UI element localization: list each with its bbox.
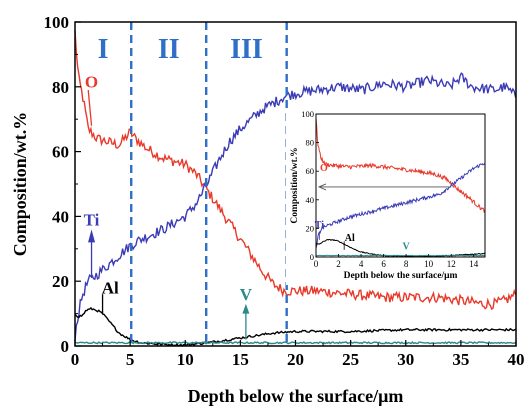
inset-x-tick-label: 10 — [424, 259, 434, 269]
x-tick-label: 25 — [342, 350, 359, 369]
inset-series-v-line — [315, 254, 485, 257]
inset-annotation-o: O — [320, 163, 328, 174]
region-label: III — [230, 34, 263, 65]
x-axis-title: Depth below the surface/μm — [188, 386, 404, 406]
inset-plot: 0 2 4 6 8 10 12 14 0 20 40 60 80 100 Depth below the s… — [286, 109, 495, 285]
inset-y-tick-label: 100 — [301, 109, 314, 119]
series-ti-line — [74, 72, 517, 342]
inset-x-tick-label: 8 — [404, 259, 409, 269]
x-tick-label: 0 — [71, 350, 80, 369]
inset-series-ti-line — [315, 162, 486, 249]
inset-x-tick-label: 2 — [336, 259, 341, 269]
inset-series-o-line — [315, 117, 486, 213]
inset-y-tick-label: 20 — [306, 223, 315, 233]
inset-y-tick-label: 40 — [306, 195, 315, 205]
x-tick-label: 10 — [177, 350, 194, 369]
x-tick-label: 20 — [287, 350, 304, 369]
annotation-ti-arrowhead — [88, 229, 96, 243]
annotation-o-arrow — [87, 89, 93, 126]
y-tick-label: 80 — [52, 78, 69, 97]
series-o-line — [74, 30, 517, 311]
y-tick-label: 0 — [61, 337, 70, 356]
annotation-v: V — [240, 285, 253, 304]
x-tick-label: 5 — [126, 350, 135, 369]
inset-x-tick-label: 4 — [359, 259, 364, 269]
annotation-v-arrowhead — [242, 303, 250, 314]
inset-y-axis-title: Composition/wt.% — [290, 147, 300, 223]
inset-x-tick-label: 12 — [447, 259, 456, 269]
inset-y-tick-label: 80 — [306, 138, 315, 148]
inset-x-axis-title: Depth below the surface/μm — [344, 271, 458, 281]
series-al-line — [74, 306, 516, 347]
inset-annotation-al: Al — [345, 233, 355, 244]
inset-y-tick-label: 60 — [306, 166, 315, 176]
inset-x-tick-label: 14 — [469, 259, 479, 269]
y-tick-label: 100 — [44, 13, 70, 32]
region-label: I — [98, 34, 109, 65]
x-tick-label: 30 — [397, 350, 414, 369]
region-label: II — [158, 34, 180, 65]
y-tick-label: 60 — [52, 143, 69, 162]
x-tick-label: 40 — [508, 350, 525, 369]
inset-reference-arrowhead — [317, 183, 327, 191]
inset-x-tick-label: 0 — [314, 259, 319, 269]
inset-y-tick-label: 0 — [310, 252, 314, 262]
x-tick-label: 35 — [452, 350, 469, 369]
y-axis-title: Composition/wt.% — [10, 112, 30, 257]
inset-annotation-ti: Ti — [315, 220, 324, 231]
x-tick-label: 15 — [232, 350, 249, 369]
y-tick-label: 40 — [52, 207, 69, 226]
y-tick-label: 20 — [52, 272, 69, 291]
inset-frame — [315, 113, 486, 258]
annotation-o: O — [85, 72, 98, 91]
annotation-ti: Ti — [84, 211, 100, 230]
inset-annotation-v: V — [403, 242, 411, 253]
annotation-al: Al — [102, 279, 119, 298]
inset-x-tick-label: 6 — [381, 259, 386, 269]
